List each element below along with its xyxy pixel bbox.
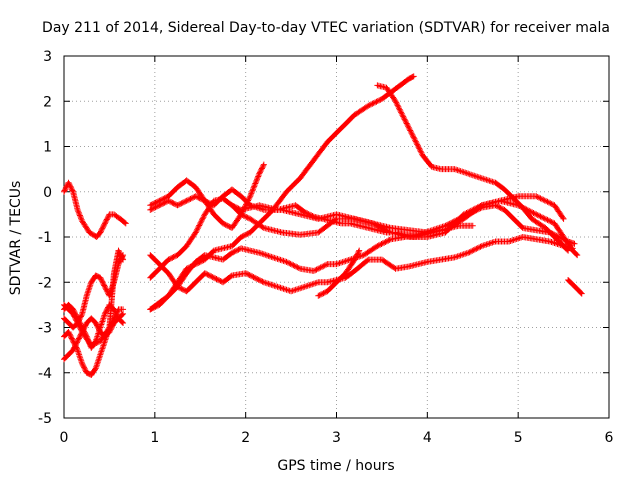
x-tick-label: 4	[423, 430, 432, 446]
series-track-1	[61, 179, 129, 240]
y-tick-label: -3	[38, 321, 52, 337]
x-tick-label: 6	[605, 430, 614, 446]
series-track-15	[315, 247, 363, 299]
data-point-markers	[229, 202, 476, 240]
axes	[63, 55, 610, 419]
x-tick-label: 5	[514, 430, 523, 446]
y-tick-label: -1	[38, 230, 52, 246]
x-tick-label: 3	[332, 430, 341, 446]
tick-labels: 0 1 2 3 4 5 6 -5 -4 -3 -2 -1 0 1 2 3	[38, 49, 614, 446]
data-point-markers	[565, 277, 585, 297]
y-tick-label: 1	[43, 140, 52, 156]
x-tick-label: 0	[60, 430, 69, 446]
data-point-markers	[147, 234, 576, 295]
series-track-16	[565, 277, 585, 297]
y-tick-label: 2	[43, 94, 52, 110]
y-tick-label: -2	[38, 275, 52, 291]
series-track-14	[229, 202, 476, 240]
data-point-markers	[61, 179, 129, 240]
data-point-markers	[315, 247, 363, 299]
data-point-markers	[61, 247, 127, 349]
y-tick-label: 0	[43, 185, 52, 201]
y-tick-label: -5	[38, 411, 52, 427]
y-tick-label: -4	[38, 366, 52, 382]
y-axis-label: SDTVAR / TECUs	[8, 181, 24, 296]
x-tick-label: 2	[241, 430, 250, 446]
x-tick-label: 1	[150, 430, 159, 446]
chart-title: Day 211 of 2014, Sidereal Day-to-day VTE…	[42, 20, 610, 36]
y-tick-label: 3	[43, 49, 52, 65]
plot-border	[63, 55, 610, 419]
series-track-6	[61, 247, 127, 349]
data-series	[61, 73, 585, 378]
x-axis-label: GPS time / hours	[277, 458, 394, 474]
series-track-12	[147, 234, 576, 295]
